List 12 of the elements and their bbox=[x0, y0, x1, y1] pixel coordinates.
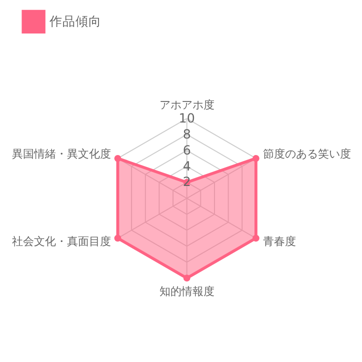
spoke-label: 節度のある笑い度 bbox=[262, 147, 351, 160]
spoke-label: アホアホ度 bbox=[159, 98, 214, 112]
y-tick-label: 8 bbox=[182, 126, 191, 142]
spoke-label: 異国情緒・異文化度 bbox=[12, 147, 111, 160]
y-tick-label: 2 bbox=[182, 174, 191, 190]
spoke-label: 社会文化・真面目度 bbox=[12, 235, 111, 248]
y-tick-label: 10 bbox=[178, 110, 195, 126]
spoke-label: 知的情報度 bbox=[159, 284, 214, 298]
y-tick-label: 4 bbox=[182, 158, 191, 174]
spoke-label: 青春度 bbox=[262, 235, 296, 248]
y-tick-label: 6 bbox=[182, 142, 191, 158]
legend-label: 作品傾向 bbox=[48, 14, 102, 29]
